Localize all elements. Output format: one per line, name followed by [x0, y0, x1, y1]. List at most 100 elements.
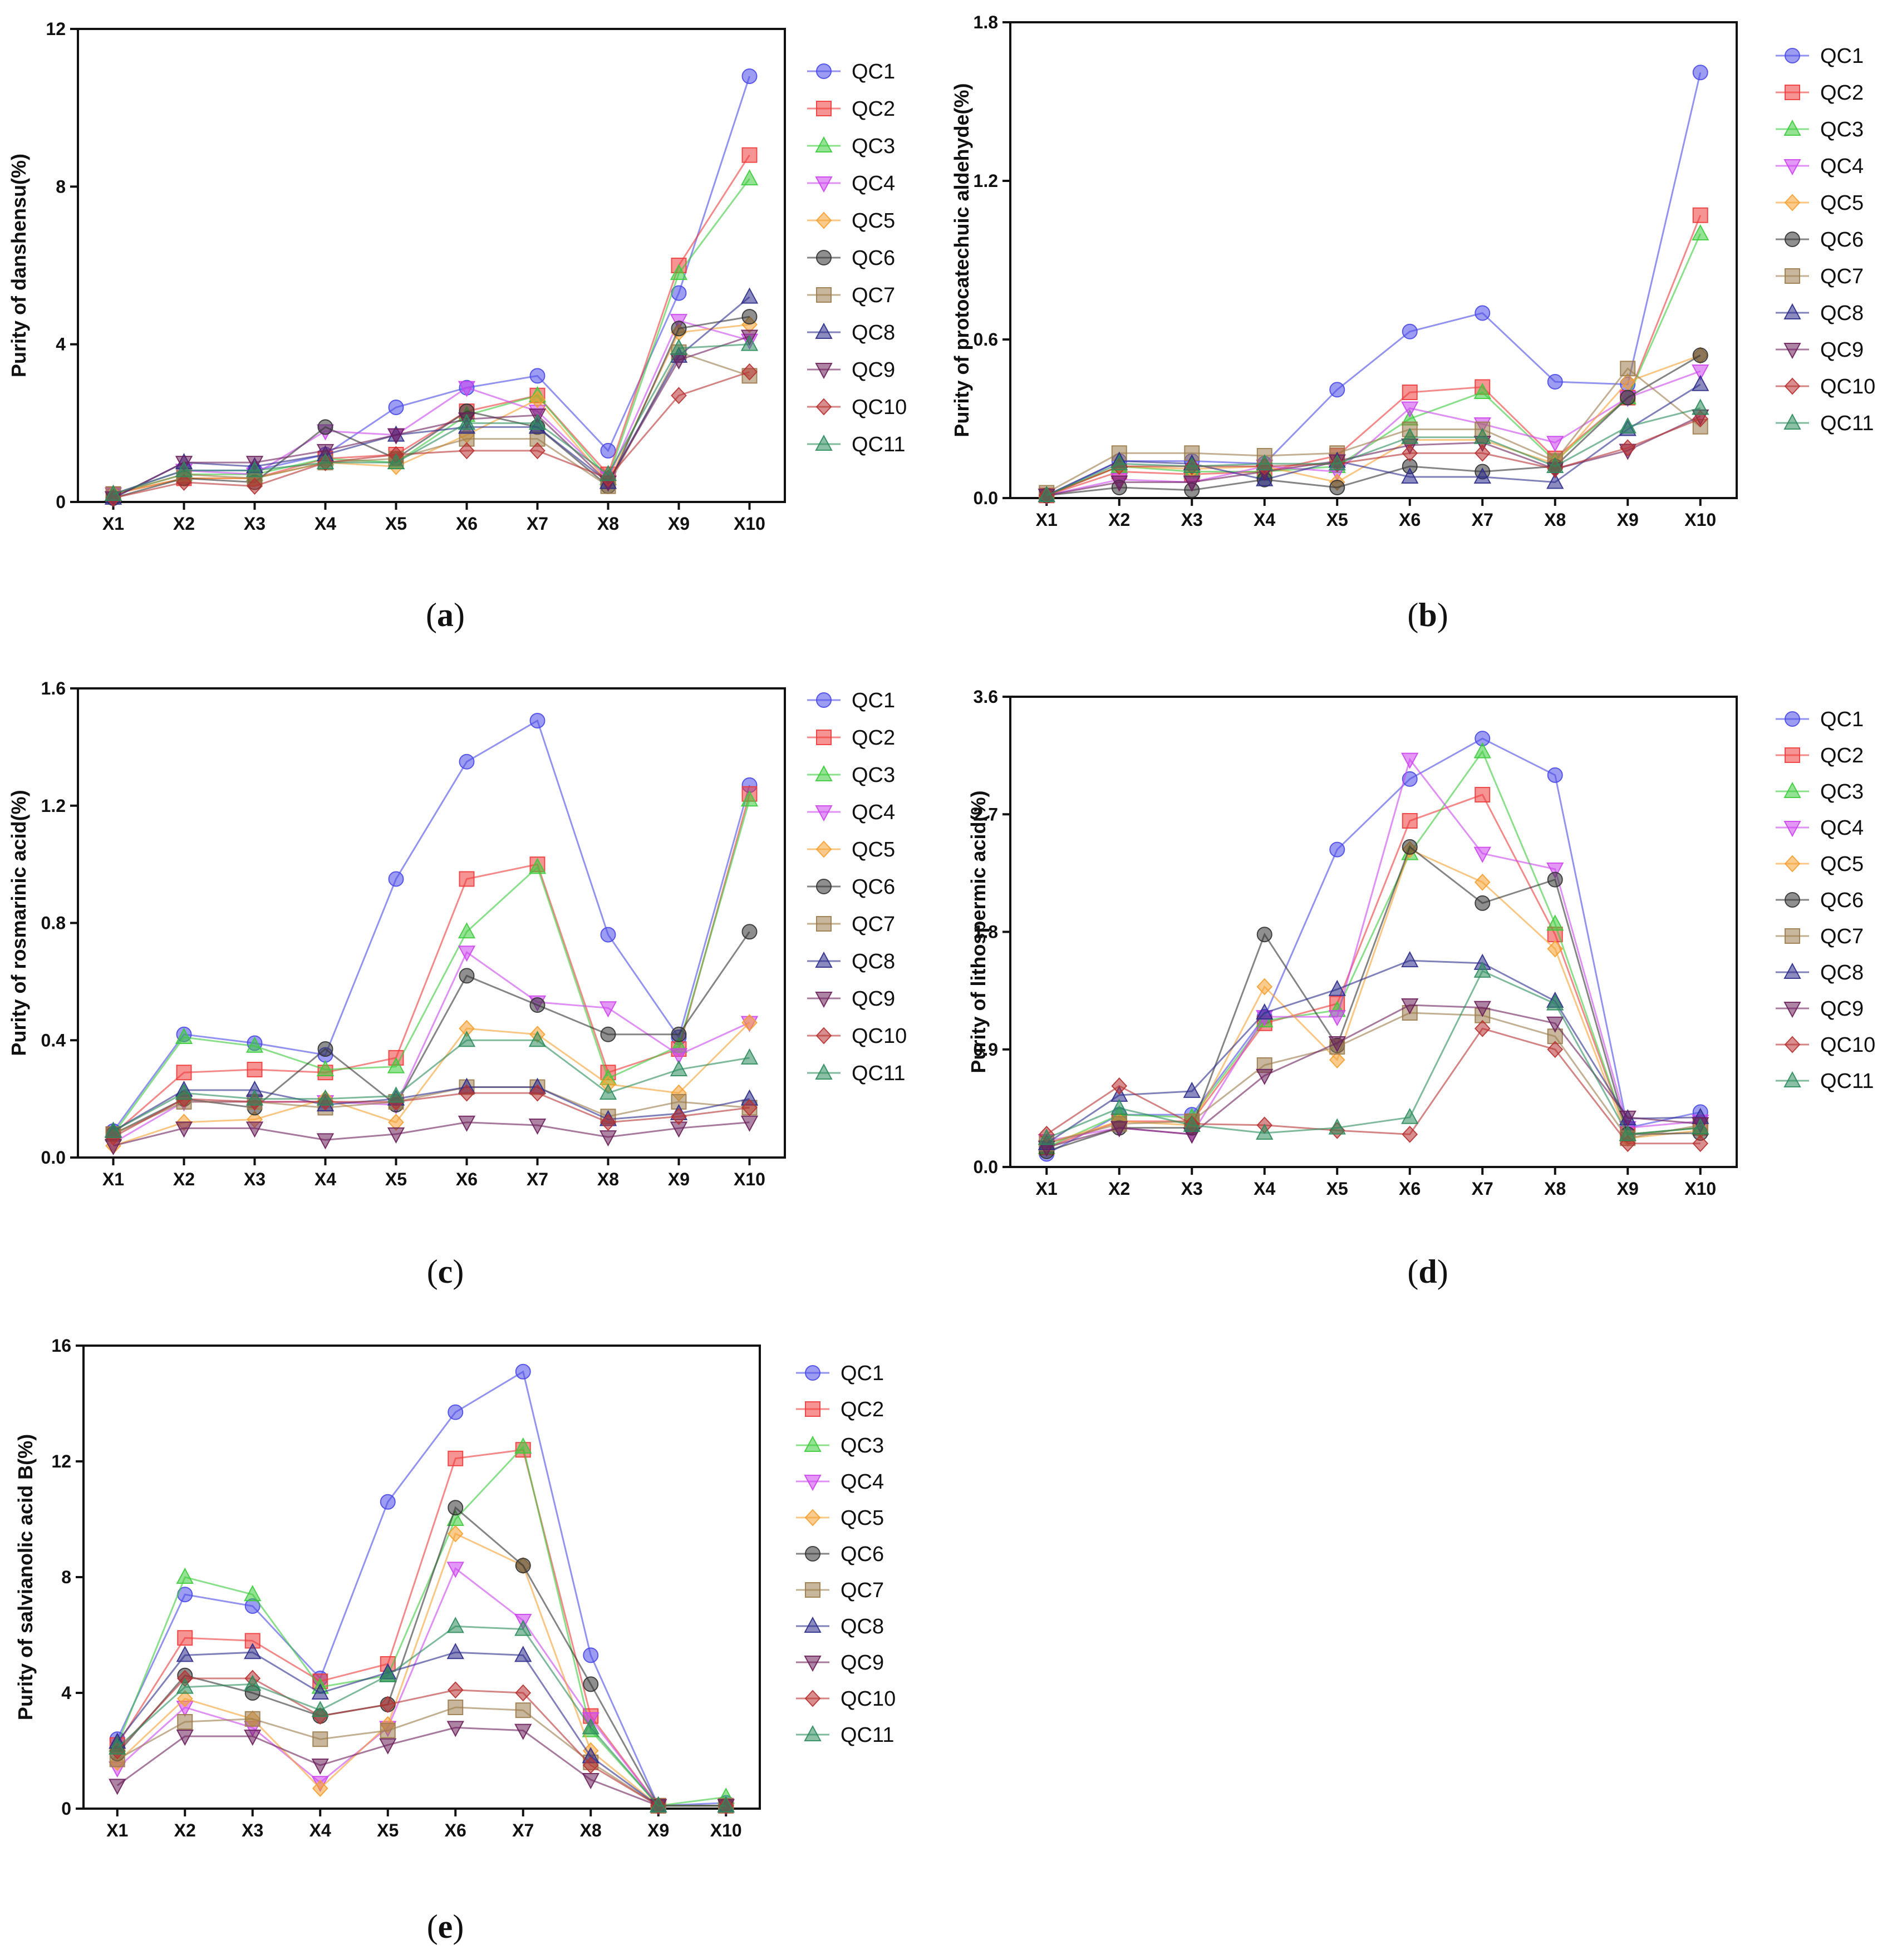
legend-marker [815, 398, 832, 416]
x-tick-label: X8 [597, 1169, 619, 1189]
legend-marker [1783, 343, 1801, 360]
legend-marker [815, 840, 832, 858]
series-line [113, 371, 750, 499]
legend-label: QC11 [852, 1062, 905, 1085]
legend-label: QC6 [1820, 889, 1864, 912]
data-point [1184, 445, 1200, 461]
legend-marker [804, 1690, 821, 1707]
legend-marker [815, 211, 832, 229]
x-tick-label: X7 [1472, 510, 1493, 530]
data-point [583, 1676, 599, 1692]
y-tick-label: 12 [51, 1451, 71, 1471]
series-qc2 [105, 786, 758, 1142]
legend-item: QC6 [796, 1543, 884, 1566]
data-point [1402, 444, 1418, 462]
x-tick-label: X6 [1399, 1179, 1421, 1199]
data-point [1256, 1003, 1274, 1020]
data-point [1328, 979, 1346, 996]
x-tick-label: X6 [1399, 510, 1421, 530]
x-tick-label: X4 [309, 1820, 331, 1840]
data-point [600, 1026, 616, 1042]
series-qc4 [104, 945, 759, 1153]
data-point [1473, 742, 1491, 759]
data-point [671, 321, 687, 337]
legend-item: QC7 [807, 284, 895, 307]
chart-panel-b: 0.0 0.6 1.2 1.8 X1 X2 X3 X4 X5 X6 X7 X8 X9 X10 Purity … [950, 12, 1875, 633]
legend-label: QC2 [852, 726, 895, 750]
legend-item: QC1 [807, 689, 895, 712]
legend-marker [1784, 377, 1801, 395]
data-point [312, 1731, 328, 1747]
series-qc1 [105, 68, 758, 502]
series-line [112, 1039, 750, 1132]
data-point [176, 1567, 194, 1584]
legend-marker [1784, 855, 1801, 873]
y-tick-label: 0.0 [41, 1148, 66, 1168]
x-tick-label: X6 [445, 1820, 466, 1840]
data-point [1401, 951, 1419, 968]
data-point [1256, 1068, 1274, 1085]
series-line [116, 1625, 726, 1807]
data-point [177, 1630, 193, 1646]
data-point [670, 264, 688, 280]
legend-item: QC7 [796, 1579, 884, 1602]
x-tick-label: X4 [314, 1169, 336, 1189]
data-point [1692, 1135, 1709, 1153]
data-point [1329, 382, 1345, 398]
legend-marker [805, 1401, 820, 1417]
x-tick-label: X8 [597, 514, 619, 534]
data-point [1620, 390, 1636, 406]
legend-label: QC5 [1820, 191, 1864, 215]
y-tick-label: 0 [56, 492, 66, 512]
data-point [1473, 1001, 1491, 1017]
x-tick-label: X7 [1472, 1179, 1493, 1199]
legend-label: QC3 [852, 135, 895, 158]
legend-marker [804, 1509, 821, 1526]
series-line [1046, 354, 1701, 496]
x-tick-label: X4 [1254, 1179, 1275, 1199]
series-line [116, 1651, 726, 1807]
x-tick-label: X5 [1326, 1179, 1348, 1199]
legend-item: QC11 [796, 1723, 894, 1747]
x-tick-label: X10 [734, 1169, 765, 1189]
data-point [1473, 427, 1491, 444]
legend-label: QC9 [1820, 338, 1864, 362]
legend-marker [815, 765, 833, 781]
data-point [1328, 1118, 1346, 1135]
series-line [1046, 794, 1701, 1149]
data-point [1401, 752, 1419, 769]
series-line [117, 1706, 726, 1807]
series-line [113, 178, 750, 495]
legend-label: QC11 [841, 1723, 894, 1747]
data-point [528, 1119, 547, 1135]
legend-item: QC10 [807, 396, 907, 419]
y-tick-label: 0.8 [41, 913, 66, 933]
x-tick-label: X9 [668, 1169, 690, 1189]
data-point [582, 1773, 599, 1790]
y-axis-label: Purity of protocatechuic aldehyde(%) [950, 83, 973, 437]
data-point [1692, 347, 1708, 363]
data-point [109, 1738, 126, 1755]
series-line [112, 951, 750, 1144]
y-tick-label: 0.0 [974, 488, 998, 508]
legend-item: QC11 [1776, 412, 1874, 435]
legend-marker [816, 730, 832, 745]
data-point [1692, 375, 1709, 391]
data-point [717, 1796, 735, 1813]
data-point [175, 1121, 193, 1138]
y-tick-label: 8 [61, 1567, 71, 1587]
y-tick-label: 4 [61, 1683, 71, 1703]
x-tick-label: X1 [106, 1820, 128, 1840]
y-tick-label: 1.2 [41, 796, 66, 816]
legend-item: QC4 [796, 1470, 884, 1494]
series-line [112, 1092, 750, 1138]
data-point [1401, 998, 1419, 1015]
legend-marker [1783, 159, 1801, 176]
legend-marker [816, 692, 832, 708]
legend-marker [1783, 413, 1801, 430]
series-line [1046, 233, 1702, 496]
data-point [1473, 961, 1491, 978]
x-tick-label: X1 [102, 514, 124, 534]
data-point [740, 287, 759, 304]
legend-item: QC9 [1776, 338, 1864, 362]
